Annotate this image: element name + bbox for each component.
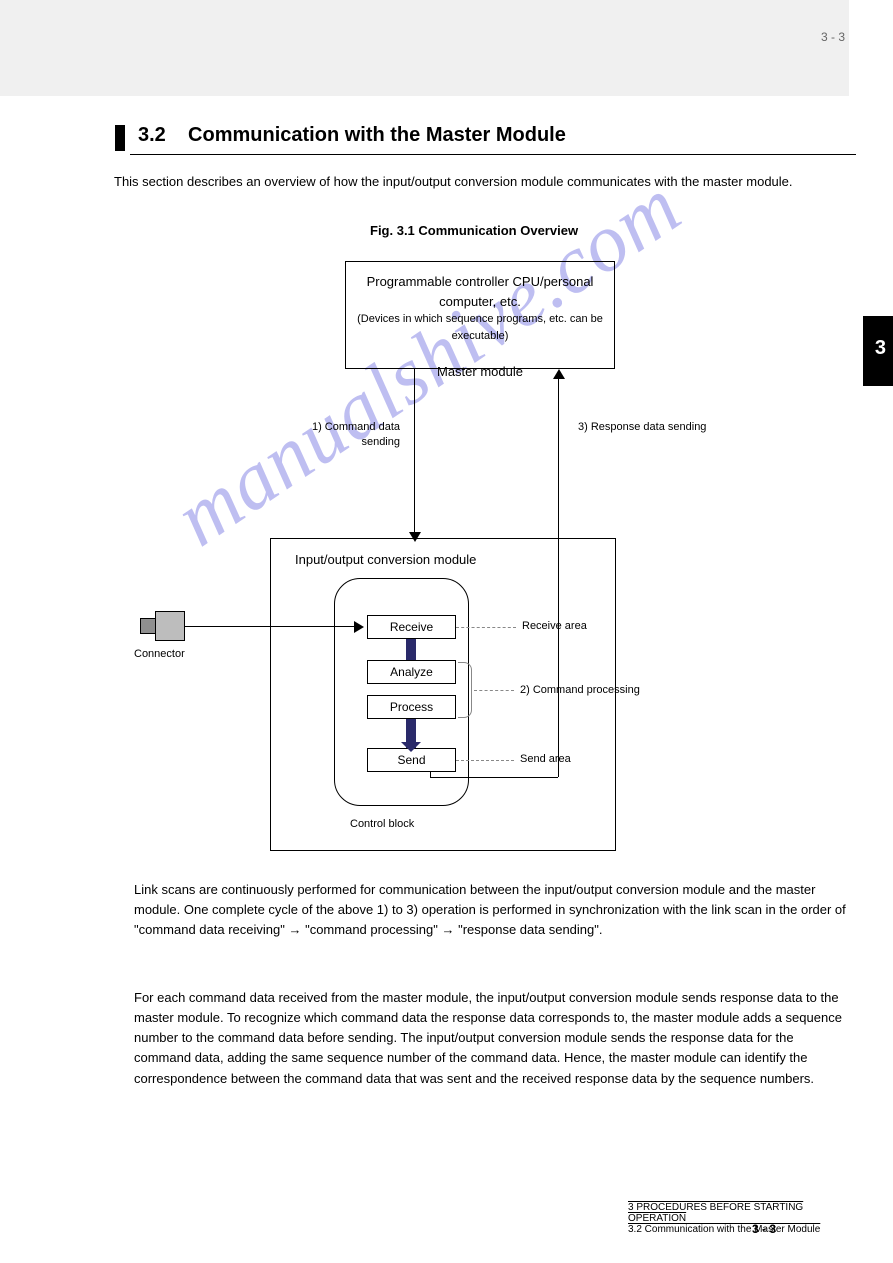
connector-label: Connector xyxy=(134,648,185,660)
body-paragraph-1: Link scans are continuously performed fo… xyxy=(134,880,854,940)
section-number: 3.2 xyxy=(138,124,166,146)
section-rule xyxy=(130,154,856,155)
brace-icon xyxy=(458,662,472,718)
connector-body-icon xyxy=(155,611,185,641)
footer-chapter-title: 3 PROCEDURES BEFORE STARTING OPERATION 3… xyxy=(628,1202,858,1235)
top-banner xyxy=(0,0,849,96)
master-box-line3: Master module xyxy=(346,362,614,382)
send-area-label: Send area xyxy=(520,753,571,765)
thick-arrow-1 xyxy=(406,639,416,660)
leader-line-2 xyxy=(474,690,514,691)
figure-label: Fig. 3.1 Communication Overview xyxy=(370,223,578,238)
send-connector-h xyxy=(430,777,558,778)
connector-line xyxy=(185,626,357,627)
command-processing-label: 2) Command processing xyxy=(520,684,640,696)
leader-line-3 xyxy=(456,760,514,761)
content-layer: 3 - 3 3 3.2 Communication with the Maste… xyxy=(0,0,893,1263)
section-title: 3.2 Communication with the Master Module xyxy=(138,124,566,147)
section-heading: Communication with the Master Module xyxy=(188,124,566,146)
connector-arrow-head-icon xyxy=(354,621,364,633)
step-analyze: Analyze xyxy=(367,660,456,684)
page-number-top: 3 - 3 xyxy=(821,30,845,44)
intro-paragraph: This section describes an overview of ho… xyxy=(114,172,856,192)
master-box-line1: Programmable controller CPU/personal com… xyxy=(346,272,614,311)
master-box: Programmable controller CPU/personal com… xyxy=(345,261,615,369)
body-paragraph-2: For each command data received from the … xyxy=(134,988,854,1089)
controller-box-label: Input/output conversion module xyxy=(295,552,476,567)
section-bar-icon xyxy=(115,125,125,151)
footer-line2: 3.2 Communication with the Master Module xyxy=(628,1224,858,1235)
footer-line1: 3 PROCEDURES BEFORE STARTING OPERATION xyxy=(628,1202,858,1224)
arrow-up-head-icon xyxy=(553,369,565,379)
master-box-line2: (Devices in which sequence programs, etc… xyxy=(346,311,614,344)
receive-area-label: Receive area xyxy=(522,620,587,632)
arrow-down-label: 1) Command data sending xyxy=(300,420,400,451)
thick-arrow-2-head-icon xyxy=(401,742,421,752)
connector-plug-icon xyxy=(140,618,156,634)
step-receive: Receive xyxy=(367,615,456,639)
control-block-label: Control block xyxy=(350,818,414,830)
step-process: Process xyxy=(367,695,456,719)
footer-page-number: 3 - 3 xyxy=(752,1222,776,1236)
arrow-down-line xyxy=(414,369,415,537)
leader-line-1 xyxy=(456,627,516,628)
arrow-up-label: 3) Response data sending xyxy=(578,420,718,435)
chapter-side-tab-number: 3 xyxy=(875,337,886,360)
